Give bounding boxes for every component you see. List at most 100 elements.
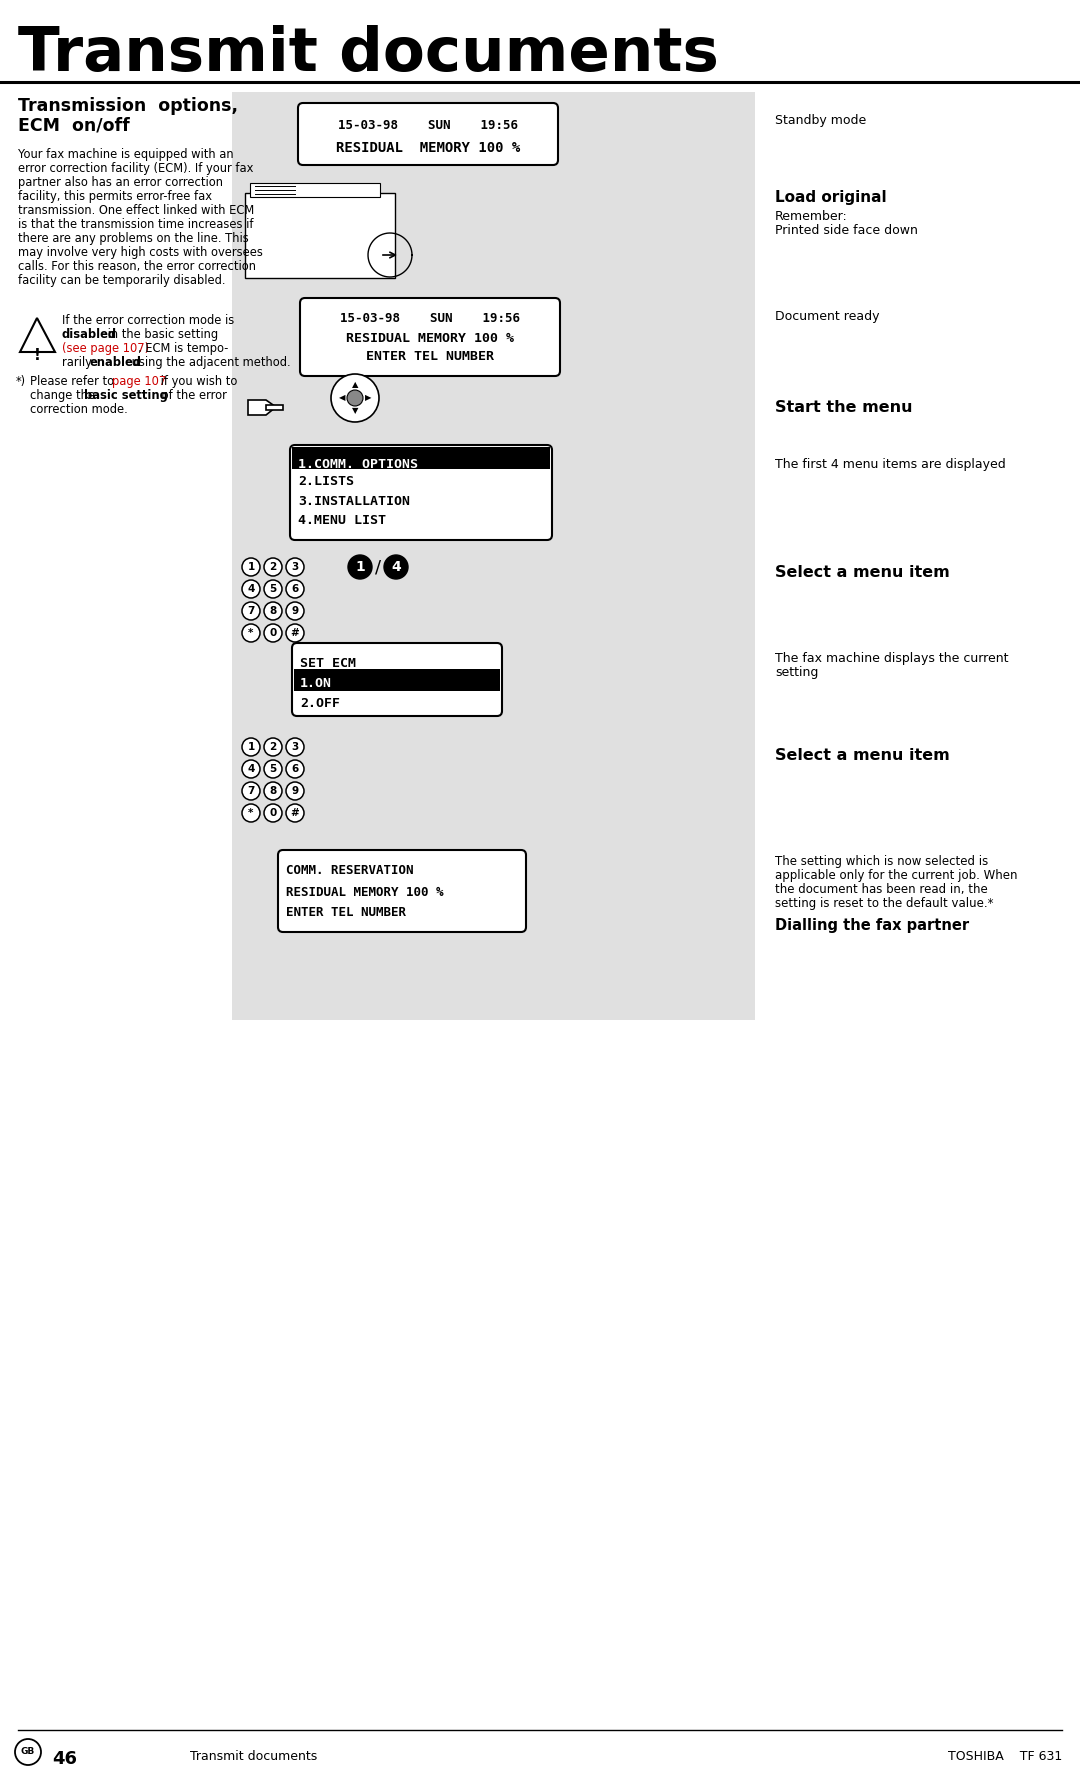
Text: error correction facility (ECM). If your fax: error correction facility (ECM). If your…	[18, 161, 254, 176]
Text: RESIDUAL  MEMORY 100 %: RESIDUAL MEMORY 100 %	[336, 142, 521, 154]
Text: 4: 4	[247, 583, 255, 594]
Text: page 107: page 107	[112, 376, 166, 388]
Text: Transmit documents: Transmit documents	[190, 1750, 318, 1762]
Text: Document ready: Document ready	[775, 310, 879, 323]
Circle shape	[348, 555, 372, 580]
Text: in the basic setting: in the basic setting	[104, 328, 218, 340]
Circle shape	[286, 782, 303, 800]
Text: 9: 9	[292, 785, 298, 796]
Bar	[294, 668, 500, 691]
Circle shape	[286, 603, 303, 621]
Text: Printed side face down: Printed side face down	[775, 223, 918, 238]
Circle shape	[242, 738, 260, 755]
Circle shape	[264, 761, 282, 778]
Circle shape	[264, 782, 282, 800]
Text: SET ECM: SET ECM	[300, 658, 356, 670]
Text: If the error correction mode is: If the error correction mode is	[62, 314, 234, 326]
Circle shape	[264, 624, 282, 642]
Text: ▼: ▼	[352, 406, 359, 415]
Text: setting: setting	[775, 667, 819, 679]
Bar	[249, 183, 380, 197]
Text: 4: 4	[247, 764, 255, 775]
Circle shape	[242, 558, 260, 576]
Bar	[245, 193, 395, 278]
Text: setting is reset to the default value.*: setting is reset to the default value.*	[775, 897, 994, 910]
Text: of the error: of the error	[158, 388, 227, 402]
Text: ECM  on/off: ECM on/off	[18, 117, 130, 135]
Text: enabled: enabled	[90, 356, 141, 369]
Circle shape	[264, 580, 282, 598]
Text: is that the transmission time increases if: is that the transmission time increases …	[18, 218, 254, 230]
Text: 2.LISTS: 2.LISTS	[298, 475, 354, 488]
Text: 6: 6	[292, 764, 299, 775]
FancyBboxPatch shape	[291, 445, 552, 541]
Text: GB: GB	[21, 1748, 36, 1757]
Text: /: /	[375, 558, 381, 576]
Text: partner also has an error correction: partner also has an error correction	[18, 176, 222, 190]
Text: Select a menu item: Select a menu item	[775, 748, 949, 762]
Text: 2: 2	[269, 562, 276, 573]
Text: 8: 8	[269, 606, 276, 615]
Text: ENTER TEL NUMBER: ENTER TEL NUMBER	[366, 349, 494, 363]
Text: 4.MENU LIST: 4.MENU LIST	[298, 514, 386, 527]
Text: 3.INSTALLATION: 3.INSTALLATION	[298, 495, 410, 509]
Text: The first 4 menu items are displayed: The first 4 menu items are displayed	[775, 457, 1005, 472]
Text: 9: 9	[292, 606, 298, 615]
Text: if you wish to: if you wish to	[157, 376, 238, 388]
Circle shape	[242, 603, 260, 621]
Text: applicable only for the current job. When: applicable only for the current job. Whe…	[775, 869, 1017, 881]
Text: 46: 46	[52, 1750, 77, 1768]
Text: 8: 8	[269, 785, 276, 796]
Circle shape	[264, 603, 282, 621]
Text: ▲: ▲	[352, 381, 359, 390]
Polygon shape	[248, 401, 276, 415]
Text: 15-03-98    SUN    19:56: 15-03-98 SUN 19:56	[340, 312, 519, 324]
Circle shape	[330, 374, 379, 422]
FancyBboxPatch shape	[298, 103, 558, 165]
Text: (see page 107): (see page 107)	[62, 342, 149, 355]
Text: 0: 0	[269, 628, 276, 638]
Text: *: *	[248, 628, 254, 638]
Text: 2.OFF: 2.OFF	[300, 697, 340, 709]
Text: 1: 1	[355, 560, 365, 574]
Text: 7: 7	[247, 606, 255, 615]
Text: *: *	[248, 808, 254, 817]
Text: rarily: rarily	[62, 356, 95, 369]
Text: 15-03-98    SUN    19:56: 15-03-98 SUN 19:56	[338, 119, 518, 131]
Circle shape	[286, 803, 303, 823]
Circle shape	[242, 803, 260, 823]
Circle shape	[15, 1739, 41, 1764]
Circle shape	[242, 580, 260, 598]
Text: COMM. RESERVATION: COMM. RESERVATION	[286, 863, 414, 878]
Text: TOSHIBA    TF 631: TOSHIBA TF 631	[948, 1750, 1062, 1762]
Circle shape	[264, 558, 282, 576]
Text: 1.COMM. OPTIONS: 1.COMM. OPTIONS	[298, 457, 418, 472]
Text: 1.ON: 1.ON	[300, 677, 332, 690]
Text: facility, this permits error-free fax: facility, this permits error-free fax	[18, 190, 212, 202]
Text: correction mode.: correction mode.	[30, 402, 127, 417]
Text: 3: 3	[292, 741, 299, 752]
FancyBboxPatch shape	[278, 849, 526, 933]
Text: basic setting: basic setting	[84, 388, 167, 402]
Text: Load original: Load original	[775, 190, 887, 206]
Text: 6: 6	[292, 583, 299, 594]
Text: 5: 5	[269, 764, 276, 775]
Text: there are any problems on the line. This: there are any problems on the line. This	[18, 232, 248, 245]
Circle shape	[264, 738, 282, 755]
Text: facility can be temporarily disabled.: facility can be temporarily disabled.	[18, 275, 226, 287]
Circle shape	[286, 738, 303, 755]
Text: change the: change the	[30, 388, 98, 402]
Text: 4: 4	[391, 560, 401, 574]
Text: using the adjacent method.: using the adjacent method.	[129, 356, 291, 369]
Text: ▶: ▶	[365, 394, 372, 402]
Circle shape	[242, 624, 260, 642]
Text: disabled: disabled	[62, 328, 117, 340]
Text: Remember:: Remember:	[775, 209, 848, 223]
Text: #: #	[291, 808, 299, 817]
Circle shape	[264, 803, 282, 823]
Text: Your fax machine is equipped with an: Your fax machine is equipped with an	[18, 147, 233, 161]
Bar	[292, 447, 550, 470]
Text: 1: 1	[247, 562, 255, 573]
Text: transmission. One effect linked with ECM: transmission. One effect linked with ECM	[18, 204, 254, 216]
Text: Start the menu: Start the menu	[775, 401, 913, 415]
